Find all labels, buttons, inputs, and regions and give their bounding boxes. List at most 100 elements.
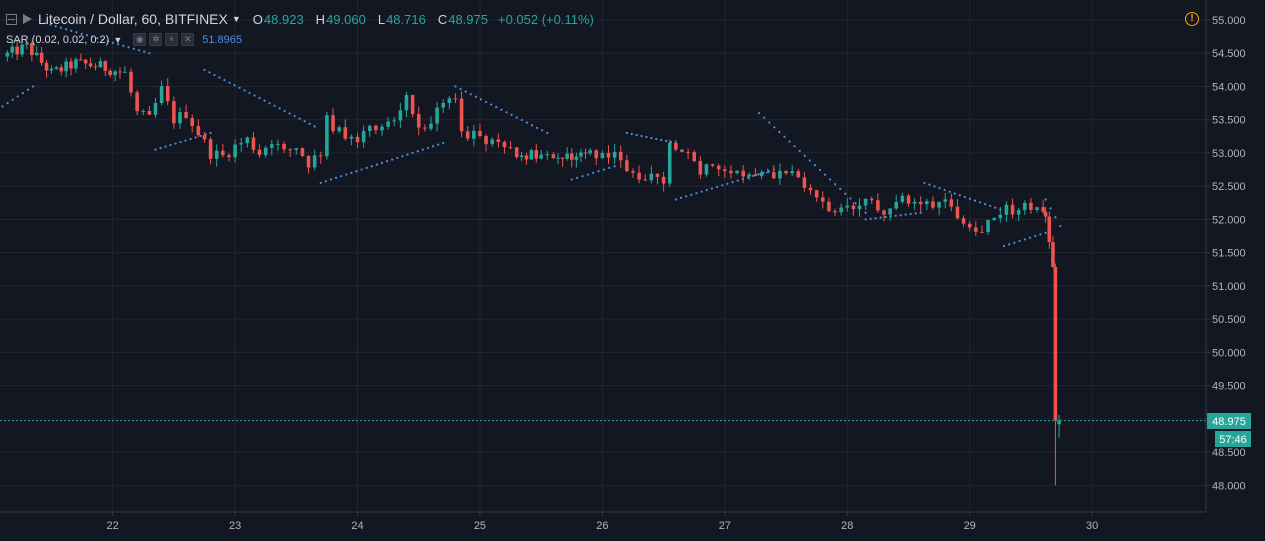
candle-body <box>534 150 539 159</box>
sar-dot <box>674 198 677 201</box>
sar-dot <box>994 206 997 209</box>
open-value: 48.923 <box>263 11 304 27</box>
sar-dot <box>1008 243 1011 246</box>
time-tick-label: 27 <box>719 520 731 532</box>
candle-body <box>386 121 390 127</box>
sar-dot <box>401 155 404 158</box>
high-value: 49.060 <box>326 11 366 27</box>
sar-dot <box>635 133 638 137</box>
candle-body <box>735 170 739 174</box>
candle-body <box>539 154 543 159</box>
sar-dot <box>54 25 57 28</box>
countdown-box <box>1215 431 1251 447</box>
sar-dot <box>1023 238 1026 241</box>
candle-body <box>276 143 280 145</box>
candle-body <box>863 198 868 206</box>
sar-dot <box>919 211 922 214</box>
sar-dot <box>319 181 322 184</box>
flag-icon[interactable] <box>23 14 32 24</box>
plus-icon[interactable]: + <box>165 33 179 46</box>
sar-dot <box>263 99 266 102</box>
sar-dot <box>874 217 877 220</box>
sar-dot <box>928 183 931 186</box>
sar-dot <box>283 109 286 113</box>
sar-dot <box>437 143 440 146</box>
sar-dot <box>386 160 389 163</box>
candle-body <box>202 135 207 140</box>
sar-dot <box>6 101 9 105</box>
sar-dot <box>968 197 972 200</box>
candle-body <box>1051 242 1055 267</box>
sar-dot <box>484 100 488 104</box>
sar-dot <box>813 164 817 167</box>
sar-dot <box>16 95 19 98</box>
sar-dot <box>469 93 472 96</box>
sar-dot <box>938 187 941 190</box>
close-icon[interactable]: ✕ <box>181 33 195 46</box>
candle-body <box>355 136 360 143</box>
collapse-icon[interactable] <box>6 13 17 25</box>
sar-dot <box>416 150 419 153</box>
sar-dot <box>375 163 379 166</box>
sar-dot <box>1044 231 1047 234</box>
candle-body <box>1035 207 1039 210</box>
sar-dot <box>1 105 4 108</box>
chevron-down-icon[interactable]: ▼ <box>231 14 241 24</box>
candle-body <box>900 195 905 202</box>
sar-dot <box>199 134 202 138</box>
candle-body <box>1047 216 1052 243</box>
sar-dot <box>854 202 857 205</box>
candle-body <box>184 112 188 118</box>
sar-dot <box>26 88 30 91</box>
sar-dot <box>948 190 951 193</box>
sar-dot <box>530 124 534 127</box>
candle-body <box>556 157 560 159</box>
candle-body <box>680 149 684 152</box>
candle-body <box>79 59 83 61</box>
sar-dot <box>705 188 708 192</box>
sar-dot <box>248 91 251 95</box>
candle-body <box>239 143 243 145</box>
sar-chevron-down-icon[interactable]: ▼ <box>113 34 123 45</box>
sar-dot <box>884 215 887 219</box>
price-tick-label: 54.000 <box>1212 81 1246 93</box>
sar-dot <box>690 193 693 196</box>
time-axis[interactable]: 22 23 24 25 26 27 28 29 30 <box>107 512 1099 532</box>
sar-dot <box>894 214 897 217</box>
open-label: O <box>252 11 263 27</box>
candle-body <box>10 46 15 53</box>
price-tag-box <box>1207 413 1251 429</box>
candle-body <box>294 148 299 150</box>
candle-body <box>435 107 439 124</box>
symbol-title[interactable]: Litecoin / Dollar, 60, BITFINEX <box>38 11 228 27</box>
candle-body <box>374 125 378 131</box>
sar-label[interactable]: SAR (0.02, 0.02, 0.2) <box>6 33 110 46</box>
candle-body <box>54 67 59 69</box>
candle-body <box>103 61 108 71</box>
warning-icon[interactable]: ! <box>1185 12 1199 26</box>
settings-icon[interactable]: ✲ <box>149 33 163 46</box>
candle-body <box>343 127 348 139</box>
candle-body <box>974 227 978 232</box>
price-tick-label: 55.000 <box>1212 15 1246 27</box>
candle-body <box>367 125 372 132</box>
sar-dot <box>238 86 241 89</box>
sar-dot <box>1044 198 1047 201</box>
sar-dot <box>406 153 409 156</box>
price-tick-label: 49.500 <box>1212 381 1246 393</box>
sar-dot <box>101 38 104 41</box>
candle-body <box>643 179 648 181</box>
eye-icon[interactable]: ◉ <box>133 33 147 46</box>
sar-dot <box>474 95 477 98</box>
candle-body <box>233 144 237 158</box>
sar-dot <box>194 136 197 139</box>
candle-body <box>459 98 464 132</box>
high-label: H <box>315 11 326 27</box>
candle-body <box>980 231 984 233</box>
sar-dot <box>213 73 216 77</box>
candle-body <box>270 144 274 148</box>
candle-body <box>141 110 146 112</box>
sar-dot <box>209 131 212 135</box>
price-axis[interactable]: 48.00048.50049.00049.50050.00050.50051.0… <box>1206 15 1246 492</box>
